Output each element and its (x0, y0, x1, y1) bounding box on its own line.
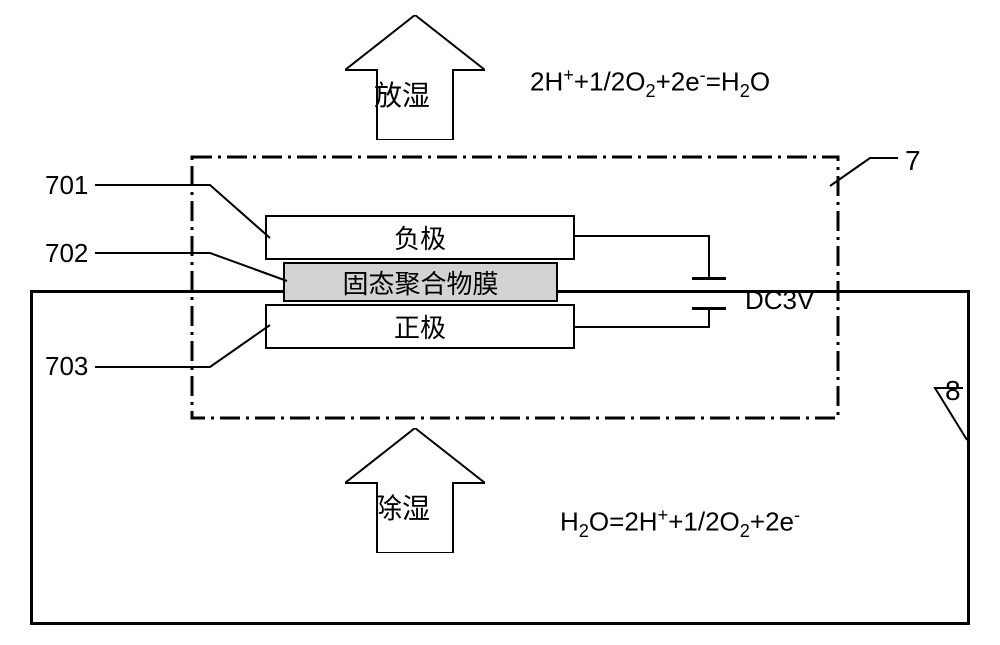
f-top-hsup: + (563, 65, 574, 85)
positive-electrode-layer: 正极 (265, 304, 575, 349)
f-top-p1: + (574, 67, 589, 97)
f-top-h2osub: 2 (740, 81, 750, 101)
callout-702: 702 (45, 238, 88, 269)
f-top-2h: 2H (530, 67, 563, 97)
capacitor-plate-top (692, 277, 726, 280)
f-bot-hsup: + (658, 505, 669, 525)
negative-electrode-layer: 负极 (265, 215, 575, 260)
formula-top: 2H++1/2O2+2e-=H2O (530, 65, 770, 102)
f-bot-2h: 2H (624, 507, 657, 537)
f-top-e: 2e (671, 67, 700, 97)
callout-701: 701 (45, 170, 88, 201)
f-top-osub: 2 (645, 81, 655, 101)
f-bot-h2osub: 2 (579, 521, 589, 541)
f-bot-p1: + (668, 507, 683, 537)
f-bot-h2oh: H (560, 507, 579, 537)
formula-bottom: H2O=2H++1/2O2+2e- (560, 505, 800, 542)
f-bot-esup: - (794, 505, 800, 525)
wire-top-vertical (708, 235, 710, 277)
ref-label-7: 7 (905, 145, 921, 177)
wire-bottom-horizontal (575, 326, 710, 328)
f-bot-e: 2e (765, 507, 794, 537)
f-top-h2oh: H (721, 67, 740, 97)
lead-line-7 (830, 158, 900, 193)
diagram-root: 放湿 2H++1/2O2+2e-=H2O 负极 固态聚合物膜 正极 DC3V 7… (0, 0, 1000, 645)
top-arrow-label: 放湿 (374, 74, 430, 114)
dc-voltage-label: DC3V (745, 285, 814, 316)
f-top-o: 1/2O (589, 67, 645, 97)
ref-label-8: 8 (945, 375, 961, 407)
f-bot-eq: = (609, 507, 624, 537)
bottom-arrow-label: 除湿 (374, 487, 430, 527)
f-bot-o: 1/2O (683, 507, 739, 537)
positive-electrode-label: 正极 (394, 308, 446, 345)
lead-line-702 (95, 253, 305, 293)
f-top-h2oo: O (750, 67, 770, 97)
f-bot-h2oo: O (589, 507, 609, 537)
negative-electrode-label: 负极 (394, 219, 446, 256)
callout-703: 703 (45, 351, 88, 382)
membrane-layer: 固态聚合物膜 (283, 262, 558, 302)
wire-top-horizontal (575, 235, 710, 237)
f-bot-osub: 2 (740, 521, 750, 541)
f-top-p2: + (656, 67, 671, 97)
lead-line-701 (95, 185, 295, 250)
f-bot-p2: + (750, 507, 765, 537)
lead-line-703 (95, 325, 295, 375)
f-top-eq: = (706, 67, 721, 97)
lead-line-8 (905, 388, 975, 453)
membrane-label: 固态聚合物膜 (342, 264, 498, 301)
